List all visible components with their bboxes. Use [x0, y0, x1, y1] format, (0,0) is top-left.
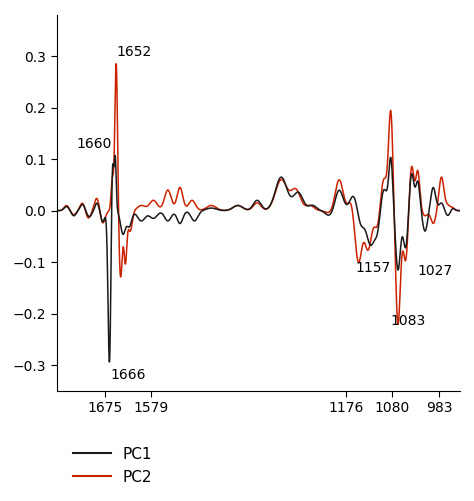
Legend: PC1, PC2: PC1, PC2 — [73, 447, 153, 485]
Text: 1027: 1027 — [418, 264, 453, 278]
Text: 1660: 1660 — [76, 137, 112, 151]
Text: 1652: 1652 — [117, 45, 152, 59]
Text: 1157: 1157 — [355, 261, 390, 275]
Text: 1083: 1083 — [391, 314, 426, 328]
Text: 1666: 1666 — [110, 368, 146, 382]
